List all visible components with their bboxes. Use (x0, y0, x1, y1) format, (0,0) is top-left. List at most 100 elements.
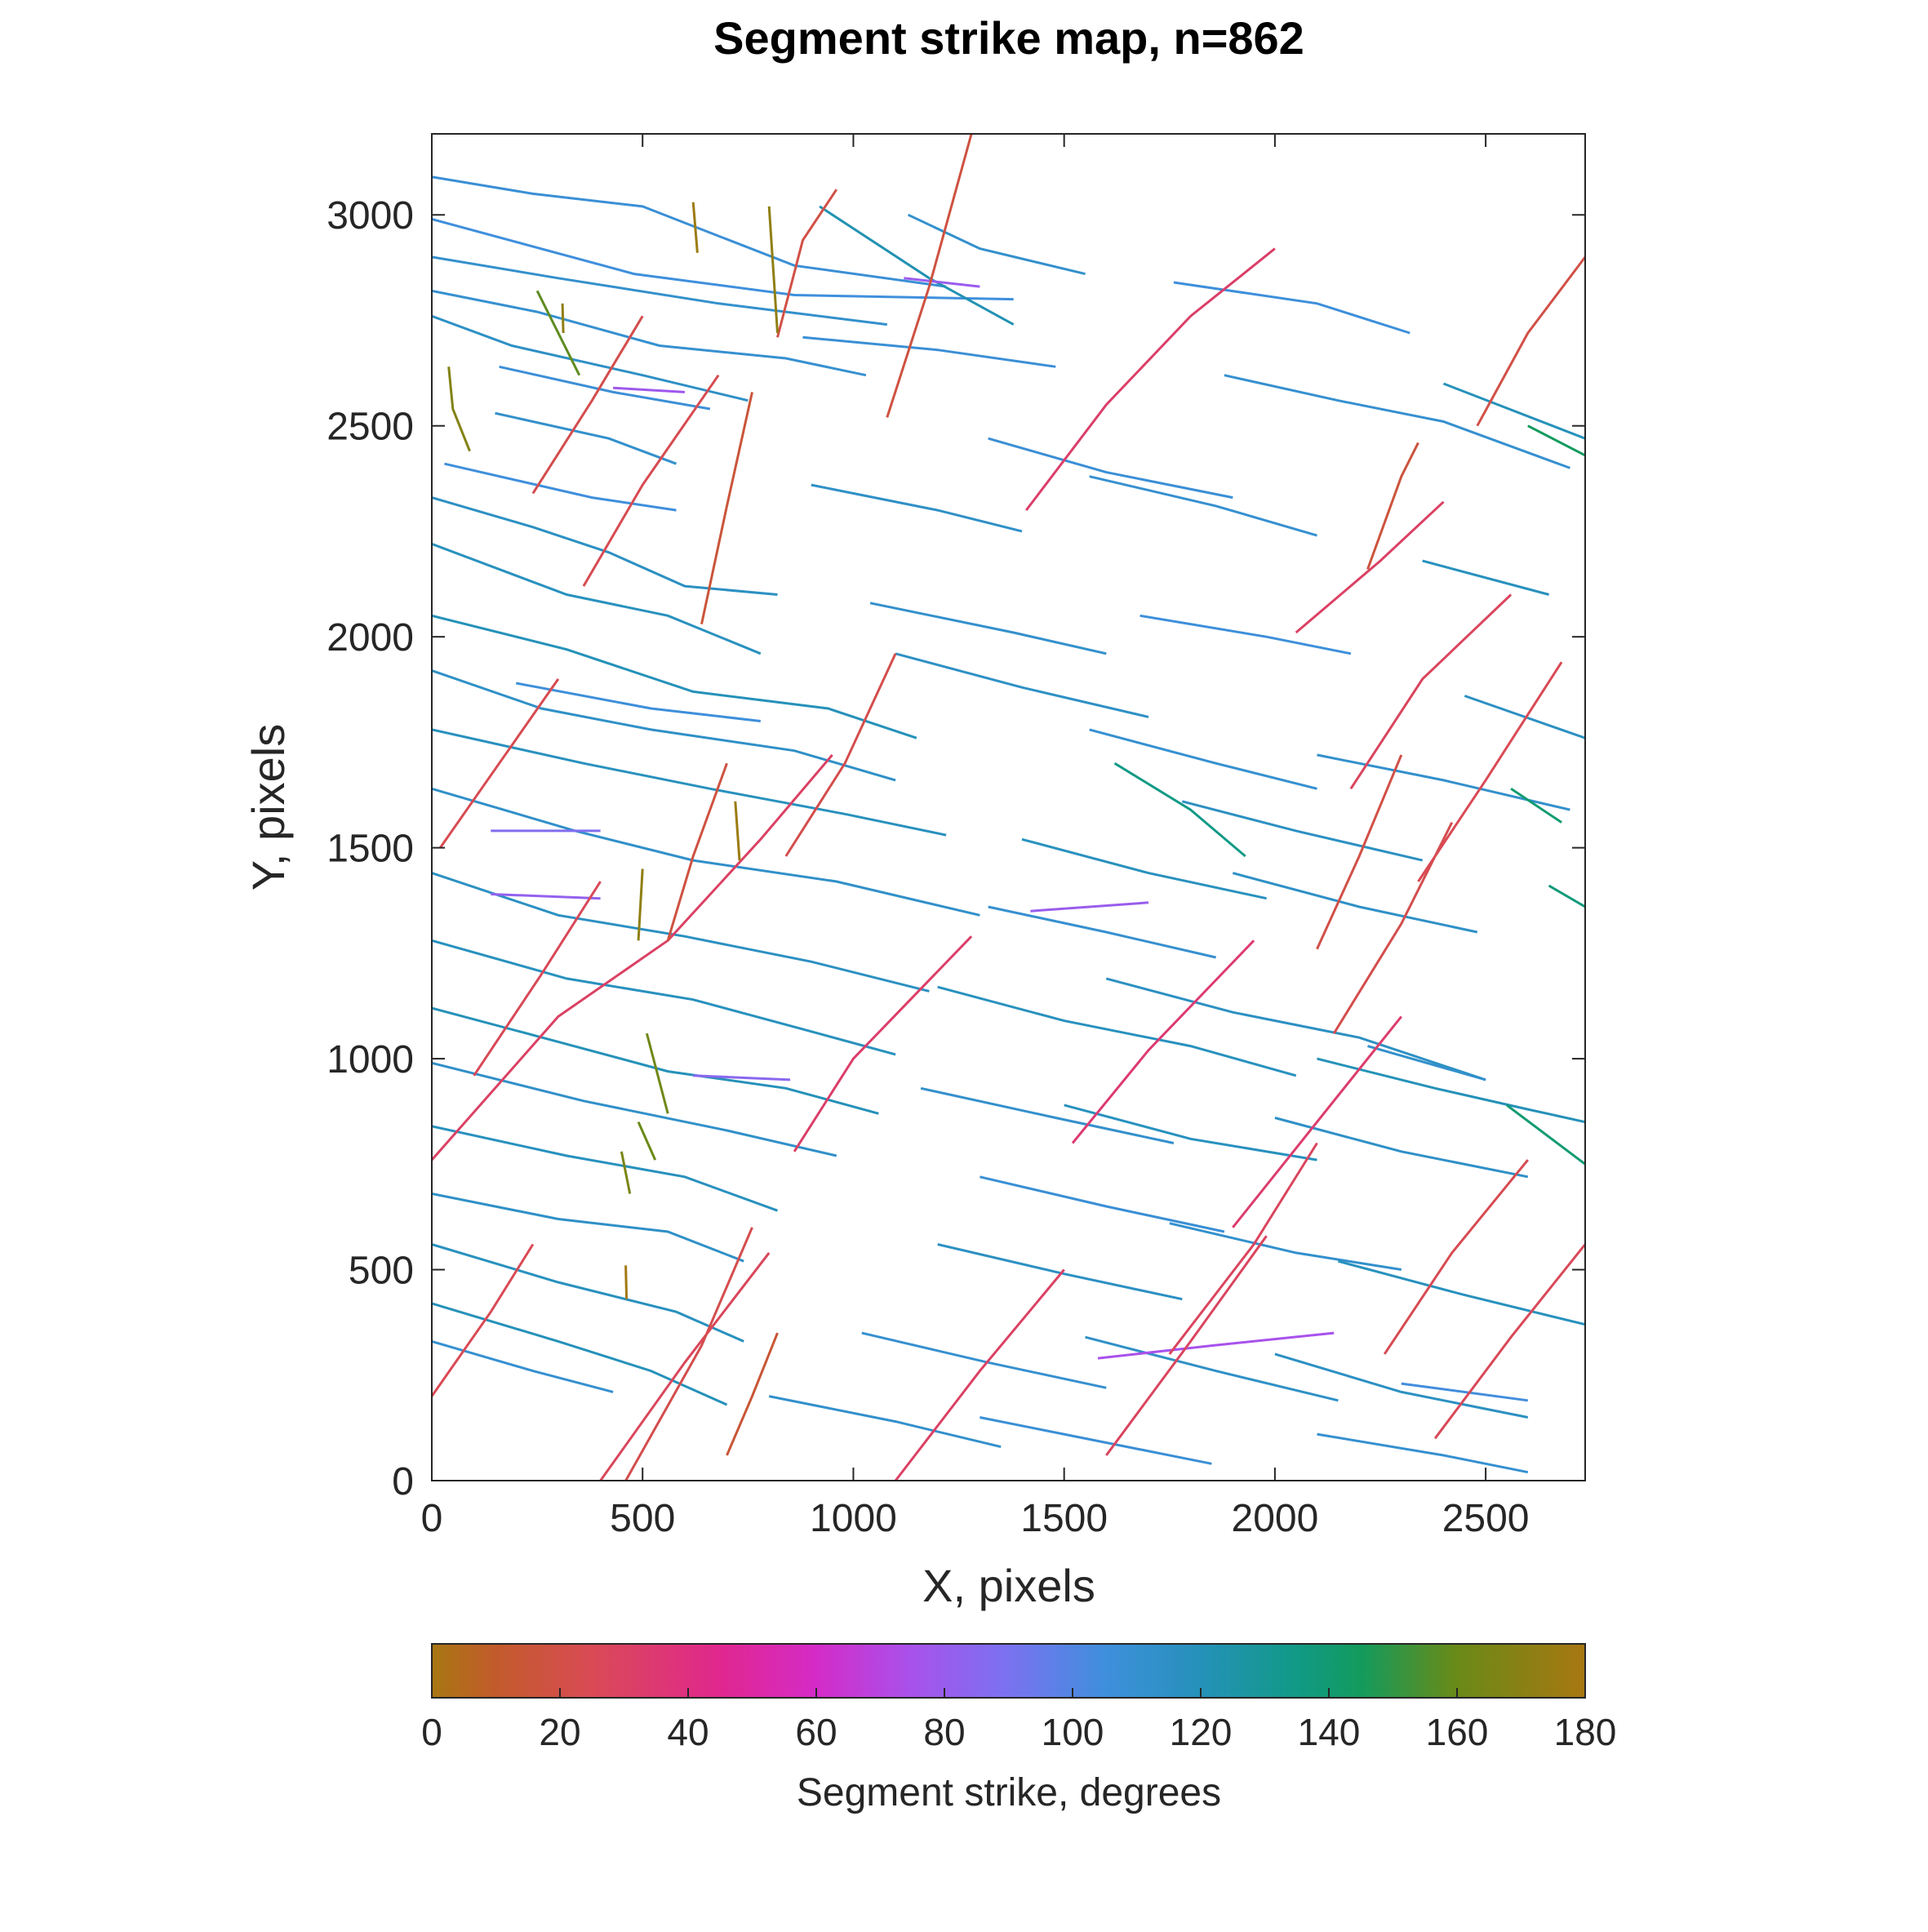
strike-segment (1097, 1331, 1335, 1360)
strike-segment (1442, 382, 1585, 440)
strike-segment (1367, 1045, 1486, 1081)
strike-segment (1232, 1015, 1402, 1228)
strike-segment (1274, 1117, 1529, 1179)
strike-segment (1025, 247, 1276, 512)
colorbar-tick-label: 60 (795, 1711, 837, 1753)
strike-segment (1232, 872, 1478, 934)
plot-area (432, 134, 1585, 1481)
axes-box (431, 133, 1586, 1481)
y-tick-label: 1000 (327, 1038, 414, 1081)
strike-segment (495, 411, 677, 465)
colorbar-tick-label: 80 (923, 1711, 965, 1753)
colorbar-tick-label: 140 (1298, 1711, 1361, 1753)
strike-segment (776, 189, 838, 338)
strike-segment (432, 872, 930, 993)
x-tick-label: 2000 (1232, 1497, 1319, 1540)
strike-segment (1224, 374, 1570, 469)
strike-segment (491, 893, 601, 900)
strike-segment (447, 366, 471, 452)
strike-segment (1433, 1243, 1585, 1440)
colorbar (431, 1643, 1586, 1699)
strike-segment (1383, 1159, 1529, 1355)
strike-segment (1181, 800, 1424, 862)
strike-segment (613, 386, 685, 393)
strike-segment (1548, 884, 1585, 908)
y-tick-label: 3000 (327, 194, 414, 238)
y-tick-label: 2000 (327, 616, 414, 660)
colorbar-label: Segment strike, degrees (797, 1771, 1221, 1814)
strike-segment (432, 1243, 535, 1397)
strike-segment (599, 1251, 771, 1481)
strike-segment (1401, 1382, 1528, 1402)
colorbar-tick-label: 160 (1426, 1711, 1489, 1753)
strike-segment (988, 437, 1233, 500)
strike-segment (645, 1033, 669, 1114)
strike-segment (1021, 837, 1267, 900)
strike-segment (1417, 661, 1563, 882)
strike-segment (432, 1193, 744, 1263)
strike-segment (726, 1332, 779, 1456)
x-axis-ticks: 0 500 1000 1500 2000 2500 (421, 134, 1530, 1540)
strike-segment (473, 881, 602, 1077)
x-tick-label: 1000 (810, 1497, 897, 1540)
strike-segment (1422, 559, 1549, 596)
strike-segment (1505, 1104, 1585, 1166)
colorbar-tick-label: 40 (667, 1711, 709, 1753)
strike-segment (432, 1339, 614, 1393)
strike-segment (1316, 754, 1403, 950)
strike-segment (1295, 500, 1445, 634)
strike-segment (516, 682, 761, 722)
strike-segment (700, 392, 753, 625)
strike-segment (861, 1331, 1107, 1389)
strike-segment (531, 315, 644, 495)
x-axis-label: X, pixels (922, 1560, 1095, 1611)
strike-segment (561, 303, 565, 334)
strike-segment (432, 289, 867, 377)
strike-segment (432, 1061, 837, 1157)
colorbar-ticks: 0 20 40 60 80 100 120 140 160 180 (421, 1688, 1616, 1753)
strike-segment (432, 496, 778, 596)
strike-segment (666, 762, 728, 941)
strike-segment (637, 868, 644, 941)
y-tick-label: 1500 (327, 828, 414, 871)
x-tick-label: 500 (610, 1497, 675, 1540)
strike-segment (819, 205, 1015, 326)
strike-segment (432, 1125, 779, 1212)
strike-segment (1464, 695, 1585, 739)
x-tick-label: 2500 (1442, 1497, 1530, 1540)
strike-segment (499, 365, 711, 411)
strike-segment (811, 483, 1023, 533)
strike-segment (432, 1243, 744, 1343)
y-axis-label: Y, pixels (242, 724, 294, 890)
strike-segment (1349, 593, 1513, 790)
strike-segment (980, 1175, 1225, 1233)
strike-segment (1527, 424, 1585, 457)
strike-segment (1089, 728, 1317, 790)
strike-segment (768, 1395, 1002, 1449)
strike-segment (1173, 281, 1410, 335)
strike-segment (1105, 977, 1486, 1081)
strike-segment (1476, 255, 1585, 427)
strike-segment (1274, 1352, 1529, 1419)
strike-segment (1139, 614, 1352, 655)
strike-segment (444, 462, 677, 512)
strike-segment (432, 175, 947, 288)
strike-segment (767, 206, 779, 334)
strike-segment (937, 1243, 1183, 1301)
y-axis-ticks: 0 500 1000 1500 2000 2500 3000 (327, 194, 1585, 1503)
strike-segment (624, 1265, 629, 1299)
strike-segment (907, 213, 1086, 276)
strike-segment (432, 542, 762, 655)
strike-segment (1030, 901, 1149, 913)
colorbar-tick-label: 100 (1042, 1711, 1104, 1753)
y-tick-label: 2500 (327, 406, 414, 449)
y-tick-label: 500 (349, 1250, 414, 1293)
strike-segment (869, 602, 1107, 655)
strike-segment (1317, 1432, 1529, 1474)
strike-segment (1338, 1259, 1585, 1326)
strike-segment (432, 255, 887, 326)
strike-segment (1317, 1057, 1585, 1124)
strike-segment (582, 374, 720, 587)
